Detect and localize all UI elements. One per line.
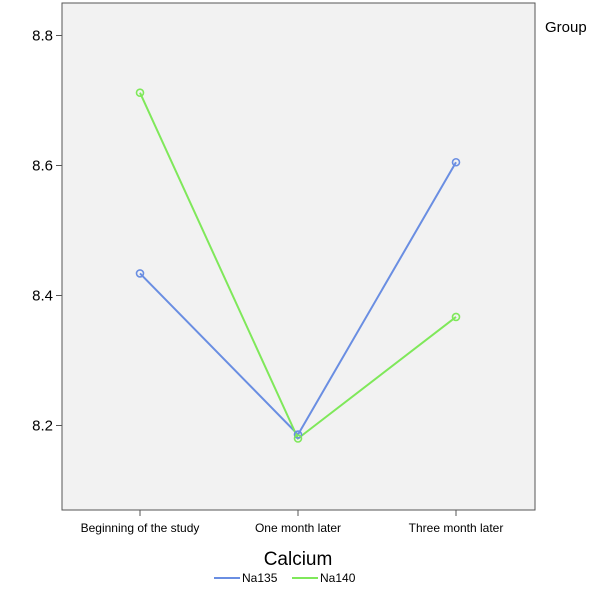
- legend-label-na135: Na135: [242, 571, 278, 585]
- x-axis-title: Calcium: [264, 549, 333, 570]
- y-tick-label: 8.4: [32, 288, 53, 305]
- y-axis: 8.2 8.4 8.6 8.8: [32, 28, 62, 435]
- x-tick-label: Three month later: [409, 521, 504, 535]
- x-tick-label: Beginning of the study: [81, 521, 200, 535]
- x-tick-label: One month later: [255, 521, 341, 535]
- data-point-na135: [135, 269, 145, 278]
- data-point-na135: [451, 157, 461, 167]
- x-axis: Beginning of the study One month later Thr…: [81, 510, 504, 535]
- plot-area: [61, 2, 536, 511]
- y-tick-label: 8.2: [32, 418, 53, 435]
- y-tick-label: 8.8: [32, 28, 53, 45]
- y-tick-label: 8.6: [32, 158, 53, 175]
- legend-label-na140: Na140: [320, 571, 356, 585]
- legend-title: Group: [545, 19, 587, 36]
- data-point-na140: [135, 88, 145, 97]
- legend: Na135 Na140: [214, 571, 356, 585]
- series-markers: [135, 88, 461, 443]
- data-point-na140: [451, 312, 461, 322]
- data-point-na140: [293, 434, 303, 443]
- data-point-na135: [293, 430, 303, 439]
